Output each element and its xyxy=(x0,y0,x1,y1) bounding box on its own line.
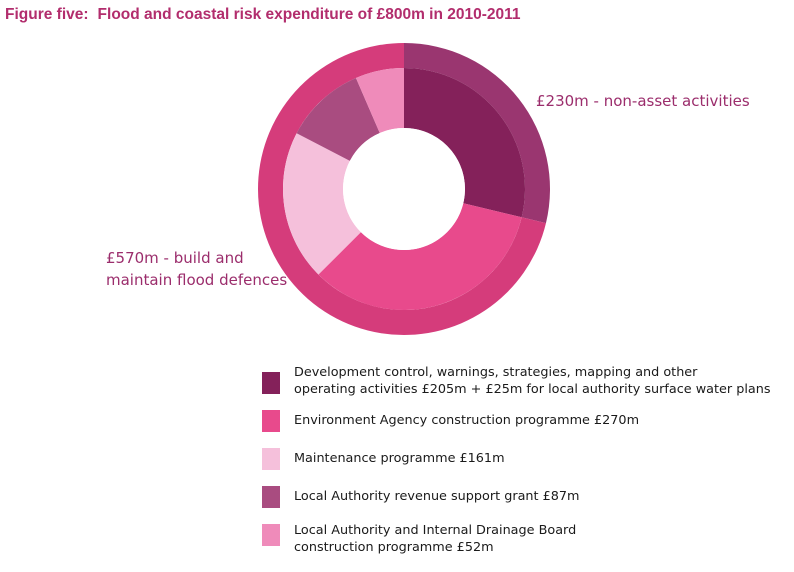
legend-swatch-maintenance xyxy=(262,448,280,470)
outer-ring-slice-0 xyxy=(404,43,551,224)
legend-text-maintenance: Maintenance programme £161m xyxy=(294,450,505,467)
legend-line: Maintenance programme £161m xyxy=(294,451,505,466)
inner-ring-slice-3 xyxy=(296,77,380,161)
figure-title-text: Flood and coastal risk expenditure of £8… xyxy=(97,6,521,23)
donut-hole xyxy=(343,128,465,250)
legend-swatch-revenue-support xyxy=(262,486,280,508)
legend-swatch-development-control xyxy=(262,372,280,394)
legend-line: construction programme £52m xyxy=(294,540,494,555)
legend-text-development-control: Development control, warnings, strategie… xyxy=(294,364,771,398)
inner-ring-slice-1 xyxy=(318,203,522,311)
legend-line: Environment Agency construction programm… xyxy=(294,413,640,428)
legend-swatch-ladb-construction xyxy=(262,524,280,546)
outer-label-build: £570m - build and maintain flood defence… xyxy=(106,247,287,291)
legend-line: Development control, warnings, strategie… xyxy=(294,365,698,380)
inner-ring-slice-4 xyxy=(355,68,404,134)
outer-label-build-line2: maintain flood defences xyxy=(106,271,288,289)
legend-text-revenue-support: Local Authority revenue support grant £8… xyxy=(294,488,580,505)
legend-line: Local Authority and Internal Drainage Bo… xyxy=(294,523,577,538)
inner-ring-slice-0 xyxy=(404,68,526,218)
inner-ring-slice-2 xyxy=(282,133,361,275)
legend-text-ladb-construction: Local Authority and Internal Drainage Bo… xyxy=(294,522,576,556)
figure-title: Figure five: Flood and coastal risk expen… xyxy=(5,6,521,24)
legend-text-ea-construction: Environment Agency construction programm… xyxy=(294,412,639,429)
legend-line: operating activities £205m + £25m for lo… xyxy=(294,382,771,397)
figure-label: Figure five: xyxy=(5,6,89,23)
outer-label-build-line1: £570m - build and xyxy=(106,249,244,267)
outer-label-nonasset: £230m - non-asset activities xyxy=(536,92,750,110)
legend-line: Local Authority revenue support grant £8… xyxy=(294,489,580,504)
legend-swatch-ea-construction xyxy=(262,410,280,432)
